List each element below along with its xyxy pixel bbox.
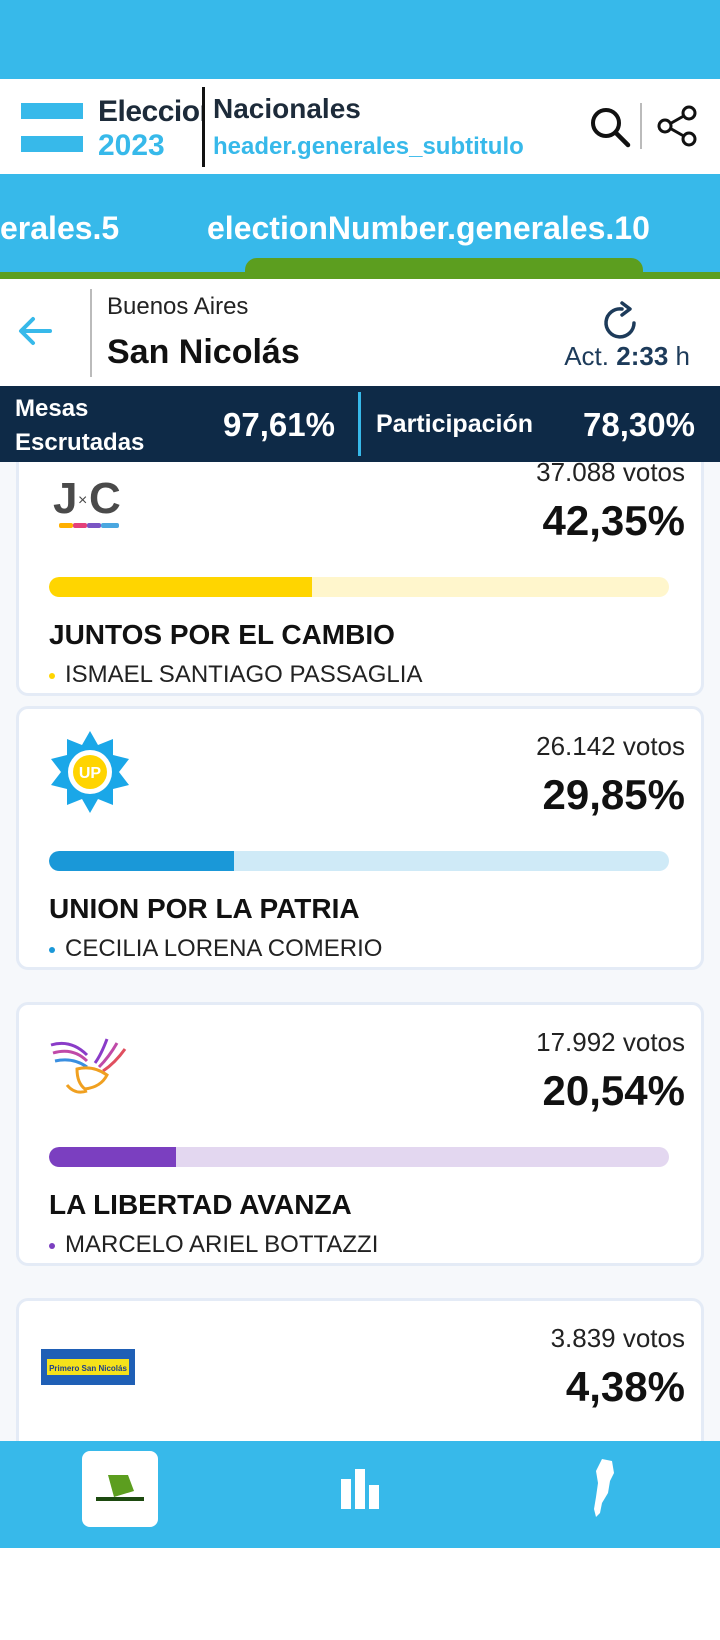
participacion-label: Participación (376, 410, 533, 438)
location-province: Buenos Aires (107, 293, 249, 320)
votes-percentage: 20,54% (542, 1067, 685, 1114)
candidate-label: MARCELO ARIEL BOTTAZZI (65, 1231, 379, 1258)
last-update: Act. 2:33 h (564, 341, 690, 372)
result-card[interactable]: Primero San Nicolás 3.839 votos 4,38% (16, 1298, 704, 1441)
candidate-label: CECILIA LORENA COMERIO (65, 935, 383, 962)
candidate-name: ISMAEL SANTIAGO PASSAGLIA (49, 661, 422, 689)
header-title: Nacionales (213, 93, 361, 124)
stats-bar: Mesas Escrutadas 97,61% Participación 78… (0, 386, 720, 462)
tab-active[interactable]: electionNumber.generales.10 (207, 210, 650, 246)
lla-lion-logo-icon (47, 1025, 133, 1111)
logo-title: Eleccion (98, 95, 202, 128)
bullet-dot (49, 946, 55, 953)
stats-separator (358, 392, 361, 456)
svg-text:×: × (78, 492, 87, 509)
share-icon (657, 105, 697, 147)
progress-fill (49, 1147, 177, 1167)
location-bar: Buenos Aires San Nicolás Act. 2:33 h (0, 279, 720, 386)
location-divider (90, 289, 92, 377)
ballot-icon (96, 1475, 144, 1501)
party-name: JUNTOS POR EL CAMBIO (49, 619, 395, 650)
primero-san-nicolas-logo: Primero San Nicolás (41, 1349, 135, 1385)
votes-percentage: 42,35% (542, 497, 685, 544)
results-list: J × C 37.088 votos 42,35% JUNTOS POR EL … (0, 462, 720, 1441)
logo-divider (202, 87, 205, 167)
votes-count: 17.992 votos (536, 1027, 685, 1057)
update-suffix: h (675, 341, 690, 371)
share-button[interactable] (654, 103, 700, 149)
search-icon (591, 108, 631, 148)
tabs-underline (0, 272, 720, 279)
nav-votes-button[interactable] (82, 1451, 158, 1527)
argentina-flag-logo (21, 103, 83, 153)
result-card[interactable]: UP 26.142 votos 29,85% UNION POR LA PATR… (16, 706, 704, 970)
party-name: LA LIBERTAD AVANZA (49, 1189, 352, 1220)
search-button[interactable] (588, 105, 632, 149)
nav-charts-button[interactable] (322, 1451, 398, 1527)
participacion-value: 78,30% (583, 406, 695, 443)
svg-text:Primero San Nicolás: Primero San Nicolás (49, 1364, 127, 1373)
votes-count: 26.142 votos (536, 731, 685, 761)
nav-map-button[interactable] (562, 1451, 638, 1527)
app-header: Eleccion 2023 Nacionales header.generale… (0, 79, 720, 174)
back-button[interactable] (16, 309, 56, 353)
header-separator (640, 103, 642, 149)
refresh-icon (604, 301, 636, 339)
progress-fill (49, 577, 312, 597)
votes-count: 37.088 votos (536, 462, 685, 487)
election-logo: Eleccion 2023 (98, 93, 202, 163)
jxc-logo-icon: J × C (47, 462, 133, 541)
tab-previous[interactable]: erales.5 (0, 210, 120, 246)
votes-percentage: 29,85% (542, 771, 685, 818)
mesas-label: Mesas Escrutadas (15, 395, 145, 456)
party-name: UNION POR LA PATRIA (49, 893, 360, 924)
refresh-button[interactable] (600, 301, 644, 345)
logo-year: 2023 (98, 129, 165, 162)
votes-percentage: 4,38% (565, 1363, 685, 1410)
location-city: San Nicolás (107, 333, 300, 371)
election-tabs: erales.5 electionNumber.generales.10 (0, 174, 720, 278)
update-prefix: Act. (564, 341, 610, 371)
bar-chart-icon (341, 1469, 379, 1509)
svg-text:J: J (53, 474, 77, 523)
candidate-name: CECILIA LORENA COMERIO (49, 935, 382, 963)
svg-text:C: C (89, 474, 121, 523)
candidate-name: MARCELO ARIEL BOTTAZZI (49, 1231, 378, 1259)
system-area (0, 1548, 720, 1640)
candidate-label: ISMAEL SANTIAGO PASSAGLIA (65, 661, 423, 688)
result-card[interactable]: 17.992 votos 20,54% LA LIBERTAD AVANZA M… (16, 1002, 704, 1266)
bullet-dot (49, 672, 55, 679)
svg-text:UP: UP (79, 765, 102, 782)
up-logo-icon: UP (47, 729, 133, 815)
votes-count: 3.839 votos (550, 1323, 685, 1353)
progress-bar (49, 1147, 669, 1167)
result-card[interactable]: J × C 37.088 votos 42,35% JUNTOS POR EL … (16, 462, 704, 696)
status-bar (0, 0, 720, 79)
header-subtitle: header.generales_subtitulo (213, 133, 524, 160)
progress-bar (49, 851, 669, 871)
argentina-map-icon (594, 1459, 614, 1517)
progress-bar (49, 577, 669, 597)
mesas-value: 97,61% (223, 406, 335, 443)
bullet-dot (49, 1242, 55, 1249)
update-time: 2:33 (616, 341, 669, 371)
bottom-nav (0, 1441, 720, 1548)
progress-fill (49, 851, 235, 871)
arrow-left-icon (19, 317, 52, 345)
